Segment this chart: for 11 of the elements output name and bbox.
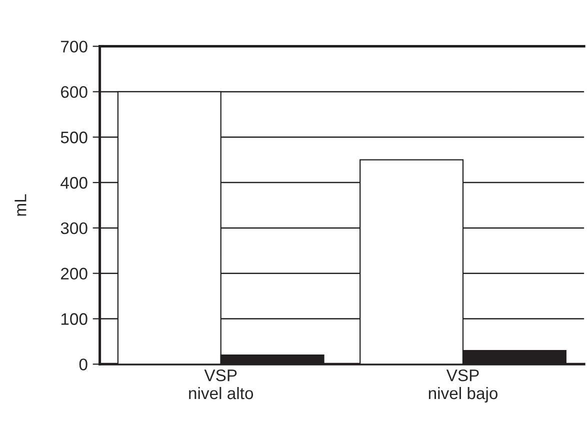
y-axis-title: mL bbox=[14, 194, 26, 216]
y-tick-label: 700 bbox=[61, 40, 88, 53]
x-tick-label: VSP nivel bajo bbox=[428, 369, 498, 403]
y-tick-label: 200 bbox=[61, 268, 88, 280]
y-tick-label: 600 bbox=[61, 86, 88, 98]
y-tick-label: 0 bbox=[79, 358, 88, 370]
y-tick-label: 100 bbox=[61, 313, 88, 325]
y-tick-label: 300 bbox=[60, 222, 88, 234]
x-tick-label: VSP nivel alto bbox=[189, 369, 254, 400]
y-tick-label: 500 bbox=[60, 132, 88, 144]
y-tick-label: 400 bbox=[60, 176, 88, 189]
